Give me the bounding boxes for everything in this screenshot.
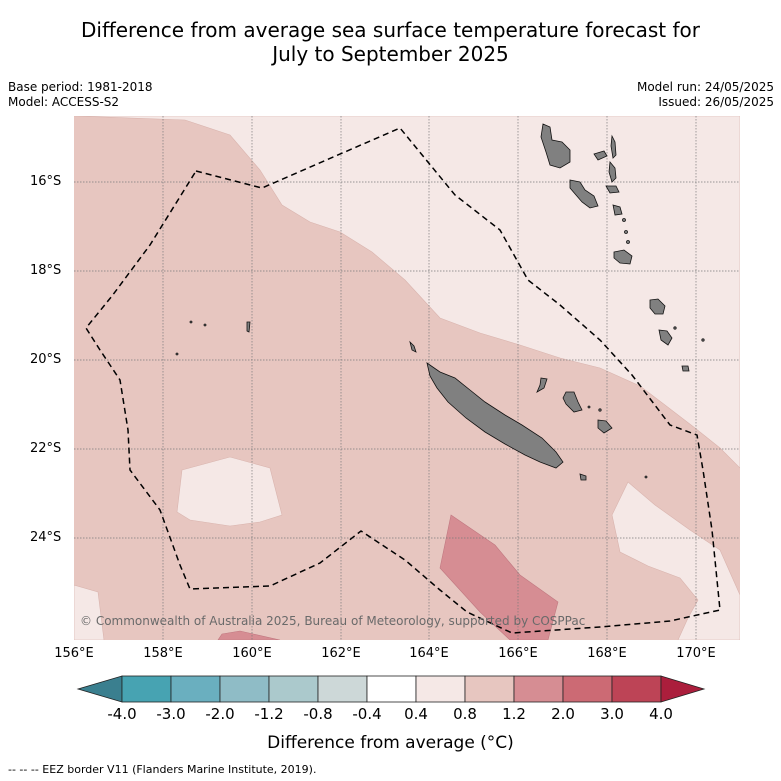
vanuatu-maewo bbox=[608, 161, 617, 183]
loyalty-islands-ouvea bbox=[536, 377, 548, 393]
colorbar-tick-label: -0.8 bbox=[303, 705, 333, 723]
new-caledonia-grande-terre bbox=[426, 362, 564, 469]
model-name: Model: ACCESS-S2 bbox=[8, 95, 120, 109]
colorbar-tick-label: 0.4 bbox=[404, 705, 428, 723]
colorbar-tick-label: 3.0 bbox=[600, 705, 624, 723]
lat-label-16s: 16°S bbox=[30, 174, 62, 189]
credit-text: © Commonwealth of Australia 2025, Bureau… bbox=[80, 614, 586, 628]
belep-islands bbox=[409, 340, 417, 353]
colorbar-tick-label: 0.8 bbox=[453, 705, 477, 723]
lon-label-168e: 168°E bbox=[587, 646, 627, 661]
chesterfield-islet bbox=[246, 321, 251, 333]
colorbar-segment bbox=[513, 675, 564, 703]
colorbar-tick-label: -2.0 bbox=[205, 705, 235, 723]
vanuatu-erromango bbox=[649, 298, 666, 315]
map-title: Difference from average sea surface temp… bbox=[0, 18, 781, 66]
sst-band-0-4-0-8-southwest bbox=[74, 584, 105, 640]
vanuatu-espiritu-santo bbox=[540, 123, 571, 169]
sst-band-0-4-0-8-southeast bbox=[611, 481, 740, 640]
colorbar-tick-label: -4.0 bbox=[107, 705, 137, 723]
colorbar-segment bbox=[562, 675, 613, 703]
lon-label-164e: 164°E bbox=[409, 646, 449, 661]
colorbar-tick-label: 2.0 bbox=[551, 705, 575, 723]
colorbar-segment bbox=[366, 675, 417, 703]
lat-label-20s: 20°S bbox=[30, 352, 62, 367]
lon-label-160e: 160°E bbox=[232, 646, 272, 661]
lon-label-162e: 162°E bbox=[321, 646, 361, 661]
meta-left: Base period: 1981-2018 Model: ACCESS-S2 bbox=[8, 80, 153, 110]
sst-band-1-2-2-0-south bbox=[439, 514, 559, 640]
vanuatu-malakula bbox=[569, 179, 599, 209]
loyalty-islands-lifou bbox=[562, 391, 583, 413]
lon-label-156e: 156°E bbox=[54, 646, 94, 661]
colorbar-segment bbox=[268, 675, 319, 703]
title-line-1: Difference from average sea surface temp… bbox=[80, 18, 700, 42]
lat-label-24s: 24°S bbox=[30, 530, 62, 545]
colorbar-segment bbox=[317, 675, 368, 703]
eez-legend-note: -- -- -- EEZ border V11 (Flanders Marine… bbox=[8, 763, 317, 776]
lon-label-158e: 158°E bbox=[143, 646, 183, 661]
isle-of-pines bbox=[579, 473, 587, 481]
eez-border bbox=[85, 127, 721, 634]
vanuatu-pentecost bbox=[610, 134, 617, 159]
colorbar-segment bbox=[219, 675, 270, 703]
vanuatu-tanna bbox=[658, 329, 673, 346]
vanuatu-efate bbox=[613, 249, 633, 265]
land bbox=[175, 123, 705, 481]
vanuatu-ambrym bbox=[605, 185, 620, 194]
lat-label-18s: 18°S bbox=[30, 263, 62, 278]
lon-label-166e: 166°E bbox=[498, 646, 538, 661]
model-run: Model run: 24/05/2025 bbox=[636, 80, 774, 94]
colorbar-segment bbox=[464, 675, 515, 703]
issued-date: Issued: 26/05/2025 bbox=[658, 95, 774, 109]
colorbar-tick-label: -3.0 bbox=[156, 705, 186, 723]
base-period: Base period: 1981-2018 bbox=[8, 80, 153, 94]
title-line-2: July to September 2025 bbox=[272, 42, 509, 66]
graticule bbox=[74, 116, 740, 640]
colorbar-tick-label: -0.4 bbox=[352, 705, 382, 723]
sst-band-1-2-2-0-bottom bbox=[217, 630, 281, 640]
vanuatu-aneityum bbox=[681, 365, 690, 372]
lon-label-170e: 170°E bbox=[676, 646, 716, 661]
vanuatu-epi bbox=[612, 204, 623, 216]
colorbar-tick-label: -1.2 bbox=[254, 705, 284, 723]
colorbar-arrow-high bbox=[660, 675, 706, 703]
colorbar-segment bbox=[121, 675, 172, 703]
colorbar-arrow-low bbox=[76, 675, 123, 703]
colorbar-segment bbox=[611, 675, 662, 703]
loyalty-islands-mare bbox=[597, 419, 613, 434]
colorbar-tick-label: 4.0 bbox=[649, 705, 673, 723]
colorbar-title: Difference from average (°C) bbox=[267, 733, 514, 753]
sst-band-0-4-0-8-west bbox=[176, 456, 283, 527]
colorbar bbox=[76, 675, 706, 703]
colorbar-segment bbox=[415, 675, 466, 703]
colorbar-segment bbox=[170, 675, 221, 703]
vanuatu-ambae bbox=[593, 150, 608, 161]
meta-right: Model run: 24/05/2025 Issued: 26/05/2025 bbox=[637, 80, 774, 110]
lat-label-22s: 22°S bbox=[30, 441, 62, 456]
colorbar-tick-label: 1.2 bbox=[502, 705, 526, 723]
